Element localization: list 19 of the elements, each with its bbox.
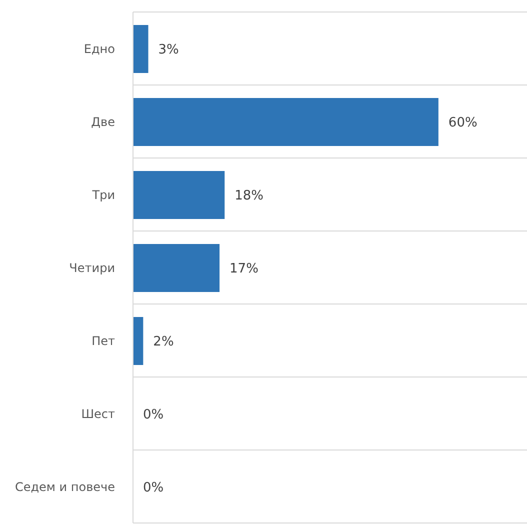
y-tick-label: Три (91, 188, 115, 202)
y-tick-label: Две (91, 114, 115, 129)
bar (133, 317, 144, 365)
y-tick-label: Пет (92, 334, 115, 348)
y-tick-label: Седем и повече (14, 480, 115, 494)
bar (133, 98, 438, 146)
bar (133, 244, 220, 292)
data-label: 18% (234, 188, 264, 204)
y-tick-label: Четири (69, 260, 115, 275)
data-label: 0% (143, 408, 164, 423)
data-label: 17% (230, 262, 258, 277)
data-label: 2% (153, 334, 174, 350)
bar (133, 25, 148, 73)
y-tick-label: Едно (84, 42, 115, 56)
y-tick-label: Шест (81, 406, 115, 421)
data-label: 3% (158, 42, 179, 58)
bar (133, 171, 225, 219)
data-label: 0% (143, 480, 164, 496)
data-label: 60% (448, 116, 478, 131)
